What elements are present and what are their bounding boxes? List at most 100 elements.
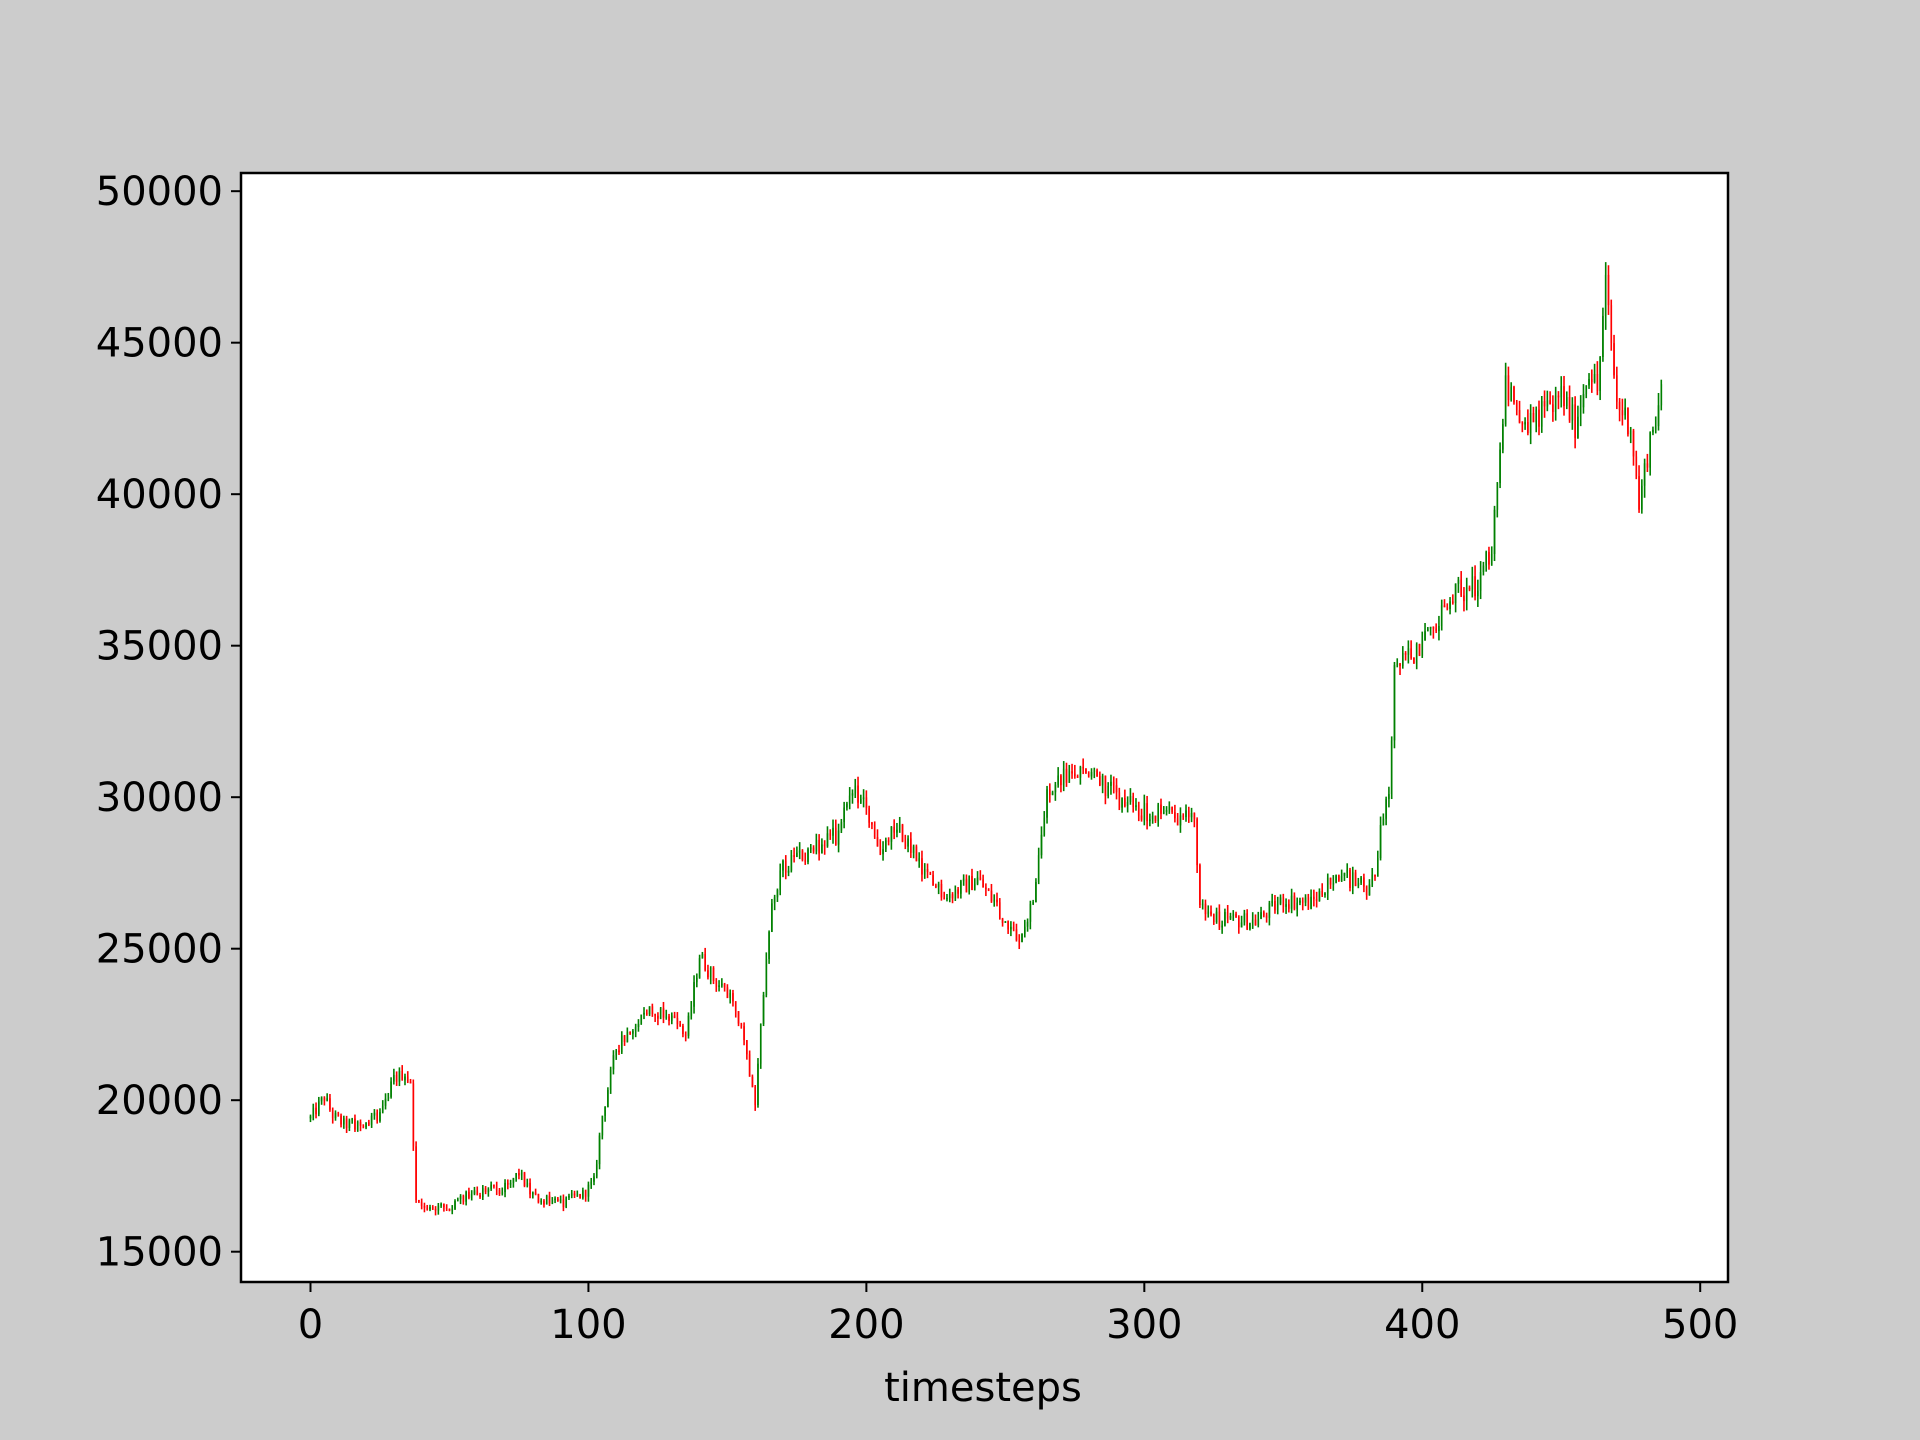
- candle-body: [643, 1012, 645, 1015]
- candle: [401, 1065, 404, 1081]
- candle-body: [354, 1118, 356, 1130]
- candle: [320, 1096, 323, 1105]
- candle-body: [1274, 900, 1276, 911]
- candle-body: [523, 1172, 526, 1187]
- candle: [768, 930, 770, 964]
- candle: [451, 1205, 454, 1215]
- candle-body: [1296, 902, 1298, 909]
- candle-body: [1376, 858, 1379, 877]
- candle-body: [609, 1069, 612, 1090]
- candle: [582, 1187, 584, 1200]
- candle: [1201, 899, 1204, 910]
- candle: [634, 1023, 637, 1038]
- candle: [1618, 398, 1621, 422]
- candle: [520, 1169, 523, 1181]
- candle-body: [746, 1040, 748, 1055]
- candle-body: [1332, 882, 1335, 885]
- candle-body: [723, 983, 726, 988]
- candle-body: [1440, 605, 1443, 627]
- candle: [937, 881, 940, 895]
- candle-body: [462, 1195, 465, 1202]
- candle-body: [1477, 590, 1479, 597]
- candle: [543, 1199, 545, 1208]
- candle: [960, 879, 962, 899]
- candle-body: [921, 858, 923, 875]
- candle: [576, 1190, 579, 1197]
- candle: [368, 1119, 370, 1127]
- candle-body: [826, 833, 829, 847]
- candle-body: [732, 993, 734, 1002]
- candle-body: [1110, 781, 1112, 786]
- candle: [395, 1071, 398, 1086]
- candle: [1313, 889, 1315, 907]
- candle: [659, 1006, 662, 1020]
- candle-body: [1193, 813, 1196, 820]
- candle: [618, 1044, 620, 1055]
- y-tick-label: 35000: [96, 624, 223, 670]
- candle-body: [1638, 476, 1640, 510]
- candle-body: [1554, 395, 1557, 412]
- candle-body: [1652, 429, 1654, 433]
- candle-body: [1199, 865, 1201, 906]
- candle-body: [651, 1006, 654, 1014]
- candle: [1463, 587, 1465, 612]
- candle-body: [1254, 919, 1257, 926]
- candle: [326, 1093, 328, 1102]
- candle-body: [1571, 404, 1574, 421]
- candle-body: [1654, 426, 1657, 430]
- candle: [1527, 409, 1529, 436]
- candle-body: [1340, 875, 1343, 881]
- candle: [1101, 773, 1104, 794]
- candle-body: [1410, 648, 1412, 658]
- candle-body: [1513, 386, 1515, 403]
- candle-body: [634, 1027, 637, 1031]
- candle: [885, 837, 887, 853]
- candle: [1363, 873, 1365, 893]
- candle: [482, 1185, 484, 1200]
- candle-body: [929, 871, 932, 875]
- candle-body: [1421, 640, 1424, 656]
- candle: [1143, 794, 1146, 826]
- candle: [373, 1109, 376, 1120]
- y-tick-label: 20000: [96, 1078, 223, 1124]
- candle-body: [1046, 789, 1048, 818]
- candle-body: [1090, 772, 1093, 777]
- candle-body: [431, 1206, 434, 1209]
- candle-body: [684, 1034, 687, 1036]
- candle: [1229, 912, 1232, 921]
- candle-body: [1096, 770, 1098, 777]
- candle: [1232, 910, 1235, 921]
- candle: [404, 1073, 406, 1086]
- candle: [490, 1181, 492, 1191]
- candle: [1429, 626, 1432, 636]
- candle-body: [659, 1008, 662, 1019]
- candle: [751, 1074, 754, 1088]
- candle-body: [1068, 771, 1071, 783]
- candle: [818, 834, 820, 861]
- candle: [1524, 417, 1526, 430]
- candle-body: [704, 953, 706, 971]
- candle-body: [570, 1193, 573, 1196]
- candle: [1213, 913, 1215, 925]
- candle: [1638, 465, 1640, 513]
- candle: [1604, 262, 1607, 330]
- candle: [376, 1109, 378, 1124]
- candle: [515, 1172, 517, 1182]
- candle-body: [1185, 810, 1187, 818]
- candle: [1010, 921, 1012, 937]
- candle: [854, 778, 857, 798]
- candle: [1365, 885, 1368, 900]
- candle: [604, 1106, 606, 1122]
- candle-body: [1065, 768, 1068, 783]
- candle: [1510, 382, 1513, 402]
- candle-body: [1124, 798, 1126, 807]
- candle-body: [1496, 483, 1499, 510]
- candle-body: [451, 1208, 454, 1211]
- candle: [1185, 804, 1187, 822]
- candle-body: [1449, 601, 1451, 610]
- candle: [1385, 796, 1387, 826]
- candle-body: [1021, 933, 1023, 943]
- candle-body: [1246, 913, 1248, 930]
- candle: [429, 1204, 431, 1212]
- candle: [1602, 307, 1604, 362]
